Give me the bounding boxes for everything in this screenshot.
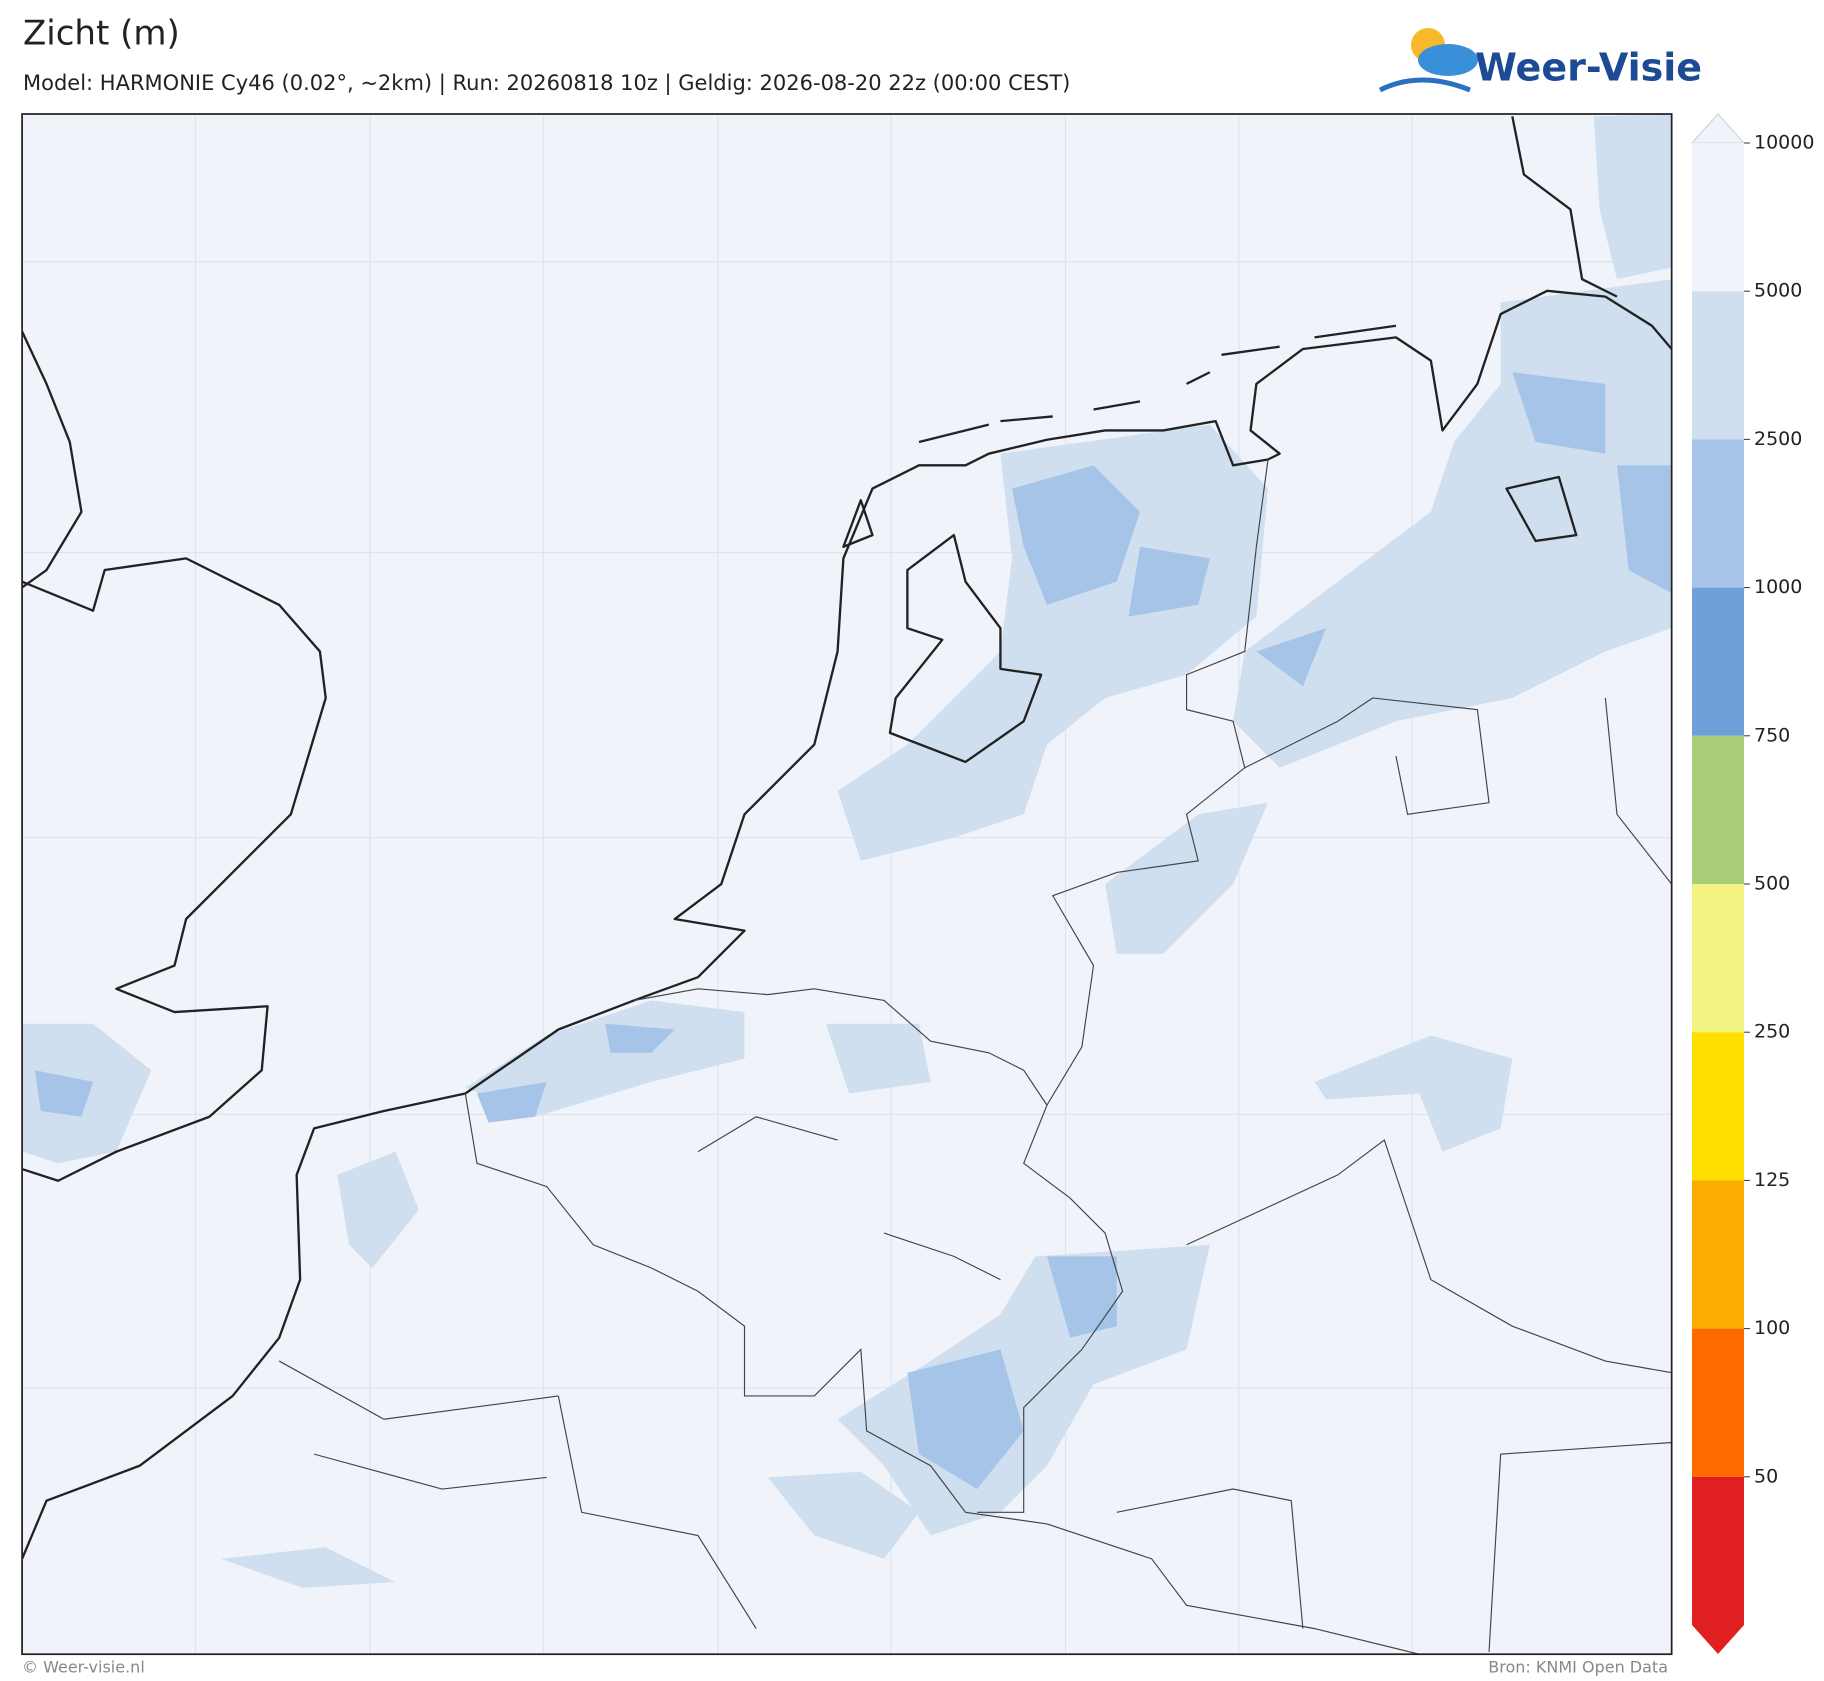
colorbar-level <box>1692 1328 1744 1477</box>
visibility-1000-2500 <box>34 372 1672 1490</box>
map-background <box>22 114 1672 1655</box>
colorbar-tick-label: 5000 <box>1754 280 1802 302</box>
graticule <box>22 114 1672 1655</box>
title: Zicht (m) <box>23 14 180 54</box>
borders <box>278 459 1672 1655</box>
logo-cloud <box>1418 44 1478 76</box>
colorbar-level <box>1692 884 1744 1033</box>
colorbar-tick-label: 10000 <box>1754 132 1814 154</box>
colorbar-extend-top <box>1690 113 1746 144</box>
colorbar-tick-label: 1000 <box>1754 576 1802 598</box>
coastlines <box>22 116 1672 1560</box>
colorbar-tick-label: 750 <box>1754 724 1790 746</box>
logo-text: Weer-Visie <box>1475 46 1702 90</box>
colorbar: 10000 5000 2500 1000 750 500 250 125 100 50 <box>1690 113 1814 1654</box>
map-frame <box>21 113 1673 1656</box>
colorbar-tick-label: 500 <box>1754 873 1790 895</box>
colorbar-tick-label: 125 <box>1754 1169 1790 1191</box>
colorbar-level <box>1692 735 1744 884</box>
footer-right: Bron: KNMI Open Data <box>1488 1658 1668 1677</box>
colorbar-tick-label: 250 <box>1754 1021 1790 1043</box>
map-content <box>22 114 1672 1655</box>
colorbar-level <box>1692 439 1744 588</box>
subtitle: Model: HARMONIE Cy46 (0.02°, ~2km) | Run… <box>23 71 1070 96</box>
colorbar-level <box>1692 143 1744 292</box>
logo: Weer-Visie <box>1378 28 1702 93</box>
colorbar-level <box>1692 587 1744 736</box>
colorbar-tick-label: 100 <box>1754 1317 1790 1339</box>
footer-left: © Weer-visie.nl <box>22 1658 145 1677</box>
colorbar-tick-label: 50 <box>1754 1465 1778 1487</box>
colorbar-tick-label: 2500 <box>1754 428 1802 450</box>
colorbar-level <box>1692 1180 1744 1329</box>
colorbar-level <box>1692 1476 1744 1625</box>
colorbar-level <box>1692 1032 1744 1181</box>
map <box>21 113 1673 1656</box>
logo-wave <box>1378 77 1471 93</box>
colorbar-extend-bottom <box>1692 1625 1744 1654</box>
colorbar-level <box>1692 291 1744 440</box>
